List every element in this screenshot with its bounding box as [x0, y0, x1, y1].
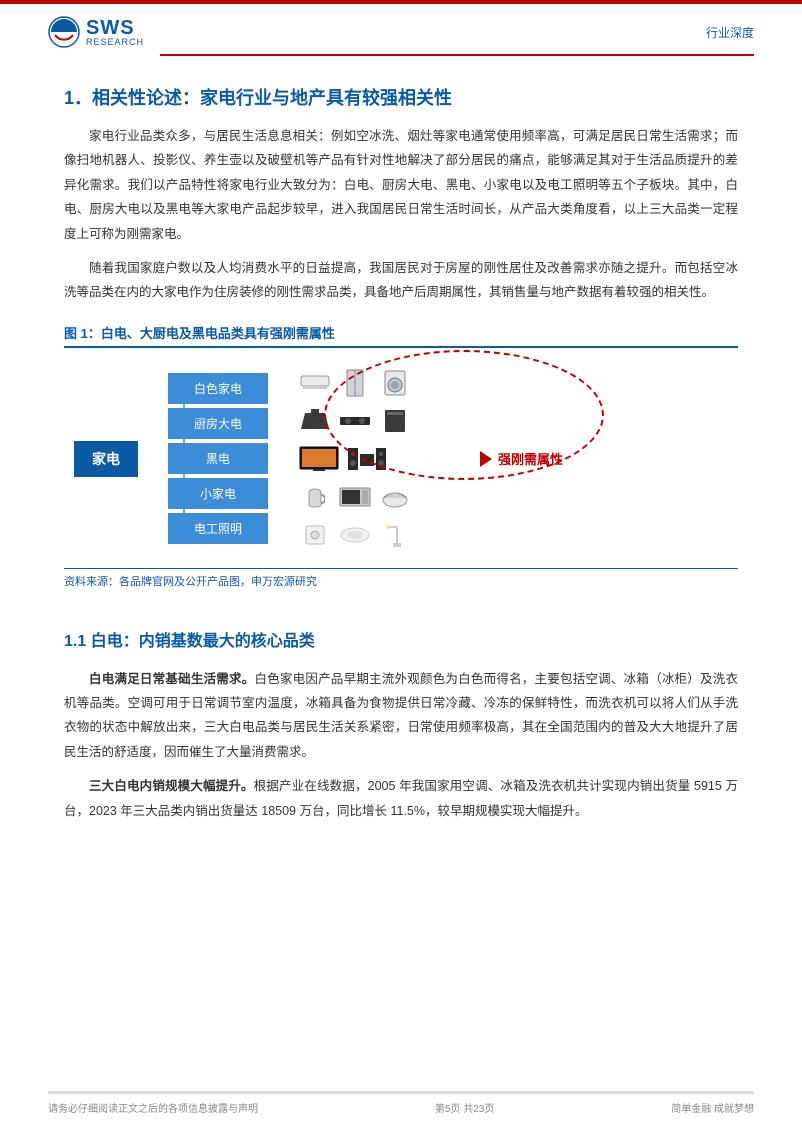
- footer-slogan: 简单金融 成就梦想: [671, 1100, 754, 1115]
- category-small-appliances: 小家电: [168, 478, 268, 509]
- category-stack: 白色家电 厨房大电 黑电 小家电 电工照明: [168, 373, 268, 544]
- microwave-icon: [338, 482, 372, 512]
- product-row-small: [298, 480, 412, 514]
- logo-text: SWS RESEARCH: [86, 18, 144, 47]
- dishwasher-icon: [378, 406, 412, 436]
- footer-divider: [48, 1091, 754, 1094]
- category-black-goods: 黑电: [168, 443, 268, 474]
- kettle-icon: [298, 482, 332, 512]
- product-row-lighting: [298, 518, 412, 552]
- ricecooker-icon: [378, 482, 412, 512]
- header-category: 行业深度: [706, 24, 754, 41]
- aircon-icon: [298, 368, 332, 398]
- logo-title: SWS: [86, 18, 144, 38]
- footer-disclaimer: 请务必仔细阅读正文之后的各项信息披露与声明: [48, 1100, 258, 1115]
- tv-icon: [298, 444, 340, 474]
- fridge-icon: [338, 368, 372, 398]
- figure-arrow-group: 强刚需属性: [442, 447, 563, 471]
- para2-bold: 三大白电内销规模大幅提升。: [89, 779, 254, 793]
- logo-icon: [48, 16, 80, 48]
- section-1-para-2: 随着我国家庭户数以及人均消费水平的日益提高，我国居民对于房屋的刚性居住及改善需求…: [64, 256, 738, 305]
- section-1-1-para-2: 三大白电内销规模大幅提升。根据产业在线数据，2005 年我国家用空调、冰箱及洗衣…: [64, 774, 738, 823]
- figure-1: 家电 白色家电 厨房大电 黑电 小家电 电工照明: [64, 358, 738, 562]
- category-white-goods: 白色家电: [168, 373, 268, 404]
- category-lighting: 电工照明: [168, 513, 268, 544]
- figure-1-title: 图 1：白电、大厨电及黑电品类具有强刚需属性: [64, 323, 738, 342]
- washer-icon: [378, 368, 412, 398]
- product-row-white: [298, 366, 412, 400]
- main-content: 1．相关性论述：家电行业与地产具有较强相关性 家电行业品类众多，与居民生活息息相…: [0, 56, 802, 823]
- logo: SWS RESEARCH: [48, 16, 144, 48]
- arrow-red-icon: [442, 447, 492, 471]
- stove-icon: [338, 406, 372, 436]
- page-footer: 请务必仔细阅读正文之后的各项信息披露与声明 第5页 共23页 简单金融 成就梦想: [0, 1091, 802, 1133]
- lamp-icon: [378, 520, 412, 550]
- product-row-kitchen: [298, 404, 412, 438]
- ceilinglight-icon: [338, 520, 372, 550]
- speaker-icon: [346, 444, 388, 474]
- section-1-1-title: 1.1 白电：内销基数最大的核心品类: [64, 627, 738, 651]
- figure-1-title-underline: [64, 346, 738, 348]
- logo-subtitle: RESEARCH: [86, 38, 144, 47]
- category-kitchen: 厨房大电: [168, 408, 268, 439]
- section-1-1-para-1: 白电满足日常基础生活需求。白色家电因产品早期主流外观颜色为白色而得名，主要包括空…: [64, 667, 738, 765]
- section-1-title: 1．相关性论述：家电行业与地产具有较强相关性: [64, 84, 738, 110]
- section-1-para-1: 家电行业品类众多，与居民生活息息相关：例如空冰洗、烟灶等家电通常使用频率高，可满…: [64, 124, 738, 246]
- switch-icon: [298, 520, 332, 550]
- figure-1-source: 资料来源：各品牌官网及公开产品图，申万宏源研究: [64, 569, 738, 591]
- rangehood-icon: [298, 406, 332, 436]
- page-header: SWS RESEARCH 行业深度: [0, 4, 802, 54]
- figure-root-label: 家电: [74, 441, 138, 477]
- para1-bold: 白电满足日常基础生活需求。: [89, 672, 254, 686]
- arrow-label: 强刚需属性: [498, 449, 563, 468]
- product-grid: [298, 366, 412, 552]
- footer-page-number: 第5页 共23页: [435, 1100, 494, 1115]
- product-row-black: [298, 442, 412, 476]
